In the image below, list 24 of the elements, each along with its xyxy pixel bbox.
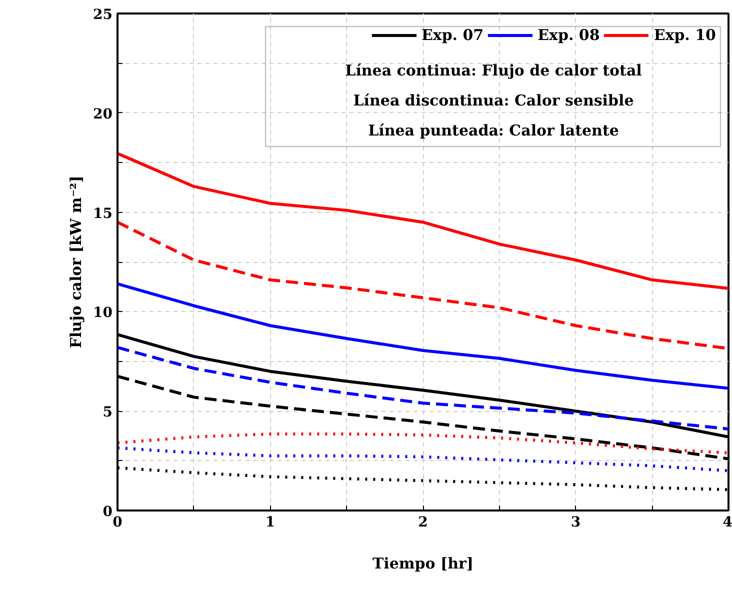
x-tick-label: 1	[265, 514, 276, 530]
y-tick-label: 15	[93, 206, 112, 222]
line-series	[118, 152, 728, 290]
y-tick-label: 5	[102, 404, 113, 421]
annotation: Línea discontinua: Calor sensible	[353, 92, 634, 110]
y-tick-label: 10	[93, 305, 113, 322]
line-series	[118, 432, 728, 454]
line-series	[118, 282, 728, 390]
x-axis-title: Tiempo [hr]	[372, 554, 474, 572]
legend-label: Exp. 10	[654, 26, 716, 44]
x-tick-label: 3	[570, 514, 581, 530]
x-tick-label: 4	[722, 514, 732, 530]
line-series	[118, 446, 728, 472]
line-series	[118, 346, 728, 430]
annotation: Línea punteada: Calor latente	[368, 122, 619, 140]
y-tick-label: 25	[93, 7, 112, 23]
annotation: Línea continua: Flujo de calor total	[345, 62, 642, 80]
y-axis-title: Flujo calor [kW m⁻²]	[67, 176, 86, 348]
y-tick-label: 20	[93, 106, 113, 122]
legend-label: Exp. 07	[421, 26, 484, 44]
legend-label: Exp. 08	[538, 26, 600, 44]
x-tick-label: 2	[418, 514, 428, 530]
y-tick-label: 0	[102, 504, 113, 520]
x-tick-label: 0	[112, 514, 123, 530]
